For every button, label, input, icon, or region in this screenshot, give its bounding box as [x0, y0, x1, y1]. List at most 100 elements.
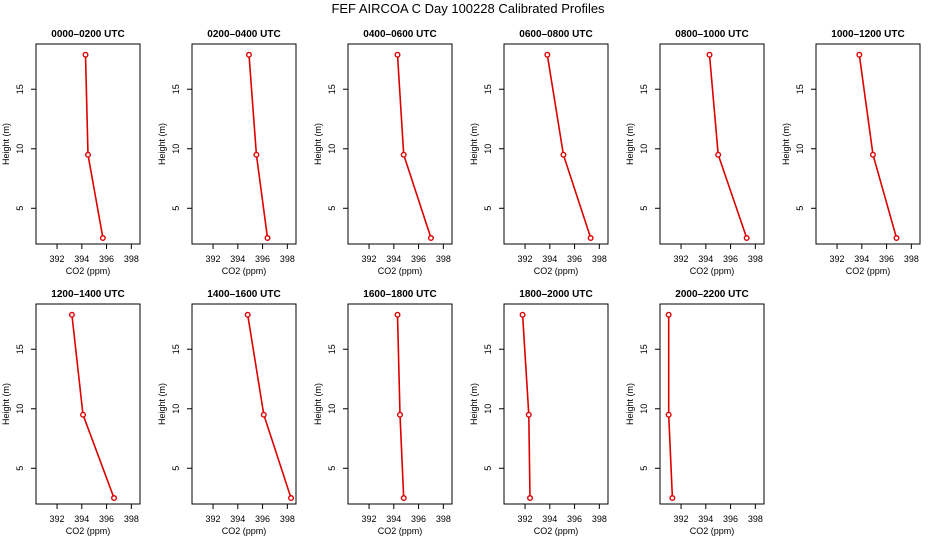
profile-line: [248, 54, 269, 239]
y-tick-label: 5: [15, 466, 25, 471]
y-tick-label: 15: [639, 344, 649, 354]
y-tick-label: 5: [327, 206, 337, 211]
x-tick-label: 394: [698, 254, 713, 264]
data-point: [84, 151, 91, 158]
plot-frame: [815, 43, 921, 245]
x-tick-label: 398: [436, 514, 451, 524]
chart-panel: 0400–0600 UTC 392 394 396 398 CO2 (ppm) 5 10 15 H…: [313, 29, 453, 276]
panel-title: 0800–1000 UTC: [675, 29, 748, 40]
chart-panel: 1200–1400 UTC 392 394 396 398 CO2 (ppm) 5 10 15 H…: [1, 289, 141, 536]
data-point: [665, 311, 672, 318]
y-tick-label: 15: [639, 84, 649, 94]
profile-line: [708, 54, 748, 239]
profile-line: [858, 54, 898, 239]
x-axis-label: CO2 (ppm): [378, 526, 423, 536]
panel-title: 1200–1400 UTC: [51, 289, 124, 300]
x-tick-label: 394: [230, 254, 245, 264]
data-point: [110, 495, 117, 502]
x-tick-label: 394: [542, 514, 557, 524]
data-point: [715, 151, 722, 158]
x-tick-label: 396: [99, 254, 114, 264]
data-point: [400, 151, 407, 158]
x-tick-label: 392: [518, 254, 533, 264]
y-tick-label: 10: [15, 144, 25, 154]
x-tick-label: 396: [411, 254, 426, 264]
x-tick-label: 394: [542, 254, 557, 264]
panel-title: 0200–0400 UTC: [207, 29, 280, 40]
plot-frame: [35, 303, 141, 505]
x-tick-label: 398: [436, 254, 451, 264]
x-tick-label: 396: [255, 514, 270, 524]
chart-panel: 1400–1600 UTC 392 394 396 398 CO2 (ppm) 5 10 15 H…: [157, 289, 297, 536]
panel-title: 1800–2000 UTC: [519, 289, 592, 300]
plot-frame: [347, 303, 453, 505]
x-axis-label: CO2 (ppm): [534, 526, 579, 536]
x-axis-label: CO2 (ppm): [222, 266, 267, 276]
y-tick-label: 10: [483, 144, 493, 154]
data-point: [525, 411, 532, 418]
plot-frame: [347, 43, 453, 245]
x-axis-label: CO2 (ppm): [690, 266, 735, 276]
data-point: [253, 151, 260, 158]
x-axis-label: CO2 (ppm): [846, 266, 891, 276]
y-axis-label: Height (m): [625, 383, 635, 425]
data-point: [397, 411, 404, 418]
y-axis-label: Height (m): [157, 383, 167, 425]
y-tick-label: 15: [483, 84, 493, 94]
data-point: [427, 235, 434, 242]
profile-line: [84, 54, 104, 239]
x-tick-label: 394: [386, 254, 401, 264]
panel-title: 1600–1800 UTC: [363, 289, 436, 300]
data-point: [245, 51, 252, 58]
x-tick-label: 396: [411, 514, 426, 524]
x-tick-label: 396: [567, 254, 582, 264]
data-point: [244, 311, 251, 318]
x-tick-label: 396: [879, 254, 894, 264]
panel-title: 0000–0200 UTC: [51, 29, 124, 40]
x-axis-label: CO2 (ppm): [222, 526, 267, 536]
x-tick-label: 398: [592, 254, 607, 264]
panel-title: 0600–0800 UTC: [519, 29, 592, 40]
y-axis-label: Height (m): [625, 123, 635, 165]
plot-frame: [659, 43, 765, 245]
y-tick-label: 10: [795, 144, 805, 154]
x-tick-label: 398: [904, 254, 919, 264]
y-tick-label: 5: [483, 466, 493, 471]
panel-title: 1000–1200 UTC: [831, 29, 904, 40]
x-tick-label: 398: [280, 514, 295, 524]
x-tick-label: 392: [674, 254, 689, 264]
chart-panel: 0600–0800 UTC 392 394 396 398 CO2 (ppm) 5 10 15 H…: [469, 29, 609, 276]
x-tick-label: 396: [723, 254, 738, 264]
chart-panel: 1600–1800 UTC 392 394 396 398 CO2 (ppm) 5 10 15 H…: [313, 289, 453, 536]
y-axis-label: Height (m): [469, 123, 479, 165]
x-tick-label: 394: [698, 514, 713, 524]
profile-line: [71, 314, 115, 499]
data-point: [394, 311, 401, 318]
y-axis-label: Height (m): [1, 123, 11, 165]
data-point: [264, 235, 271, 242]
data-point: [68, 311, 75, 318]
x-tick-label: 392: [50, 254, 65, 264]
x-tick-label: 394: [74, 514, 89, 524]
plot-frame: [659, 303, 765, 505]
y-tick-label: 5: [327, 466, 337, 471]
x-tick-label: 394: [854, 254, 869, 264]
y-axis-label: Height (m): [157, 123, 167, 165]
figure-title: FEF AIRCOA C Day 100228 Calibrated Profi…: [331, 1, 605, 16]
x-axis-label: CO2 (ppm): [66, 526, 111, 536]
x-tick-label: 398: [124, 514, 139, 524]
y-tick-label: 10: [483, 404, 493, 414]
data-point: [288, 495, 295, 502]
chart-panel: 0000–0200 UTC 392 394 396 398 CO2 (ppm) 5 10 15 H…: [1, 29, 141, 276]
x-tick-label: 394: [74, 254, 89, 264]
y-tick-label: 15: [15, 84, 25, 94]
panel-title: 1400–1600 UTC: [207, 289, 280, 300]
x-tick-label: 398: [748, 514, 763, 524]
x-tick-label: 392: [674, 514, 689, 524]
y-tick-label: 5: [483, 206, 493, 211]
x-tick-label: 392: [830, 254, 845, 264]
x-tick-label: 394: [386, 514, 401, 524]
y-tick-label: 5: [171, 206, 181, 211]
x-tick-label: 396: [567, 514, 582, 524]
y-tick-label: 10: [171, 404, 181, 414]
